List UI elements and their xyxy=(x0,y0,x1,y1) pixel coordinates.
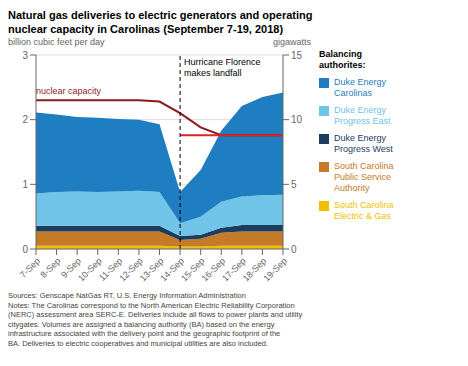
svg-text:nuclear capacity: nuclear capacity xyxy=(36,86,102,96)
html-text:South Carolina Public Service: South Carolina Public Service Authority xyxy=(334,161,394,193)
svg-text:15-Sep: 15-Sep xyxy=(179,255,207,284)
svg-text:10: 10 xyxy=(291,114,303,125)
html-text:billion cubic feet per day: billion cubic feet per day xyxy=(8,37,105,47)
svg-text:2: 2 xyxy=(22,114,28,125)
html-text:Duke Energy Carolinas: Duke Energy Carolinas xyxy=(334,77,386,98)
svg-text:14-Sep: 14-Sep xyxy=(158,255,186,284)
svg-text:13-Sep: 13-Sep xyxy=(137,255,166,284)
svg-text:Hurricane Florencemakes landfa: Hurricane Florencemakes landfall xyxy=(184,57,261,78)
svg-text:1: 1 xyxy=(22,179,28,190)
svg-text:8-Sep: 8-Sep xyxy=(38,256,62,280)
svg-text:17-Sep: 17-Sep xyxy=(220,255,248,284)
svg-text:15: 15 xyxy=(291,50,303,61)
svg-text:9-Sep: 9-Sep xyxy=(59,255,84,280)
svg-text:11-Sep: 11-Sep xyxy=(97,255,125,283)
svg-text:18-Sep: 18-Sep xyxy=(240,255,269,284)
svg-text:3: 3 xyxy=(22,50,28,61)
html-text:Sources: Genscape NatGas RT, U: Sources: Genscape NatGas RT, U.S. Energy… xyxy=(8,291,303,348)
svg-text:7-Sep: 7-Sep xyxy=(18,256,42,280)
svg-text:16-Sep: 16-Sep xyxy=(199,255,228,284)
html-text:South Carolina Electric & Gas: South Carolina Electric & Gas xyxy=(334,200,394,221)
svg-text:10-Sep: 10-Sep xyxy=(76,255,104,284)
svg-text:0: 0 xyxy=(291,244,297,255)
svg-text:12-Sep: 12-Sep xyxy=(117,255,145,284)
html-text:Duke Energy Progress West: Duke Energy Progress West xyxy=(334,133,393,154)
html-text:Natural gas deliveries to elec: Natural gas deliveries to electric gener… xyxy=(8,9,313,35)
svg-text:0: 0 xyxy=(22,244,28,255)
svg-text:19-Sep: 19-Sep xyxy=(261,256,289,284)
svg-text:5: 5 xyxy=(291,179,297,190)
html-text:Duke Energy Progress East: Duke Energy Progress East xyxy=(334,105,391,126)
html-text:gigawatts: gigawatts xyxy=(273,37,311,47)
html-text:Balancing authorites:: Balancing authorites: xyxy=(319,49,366,70)
